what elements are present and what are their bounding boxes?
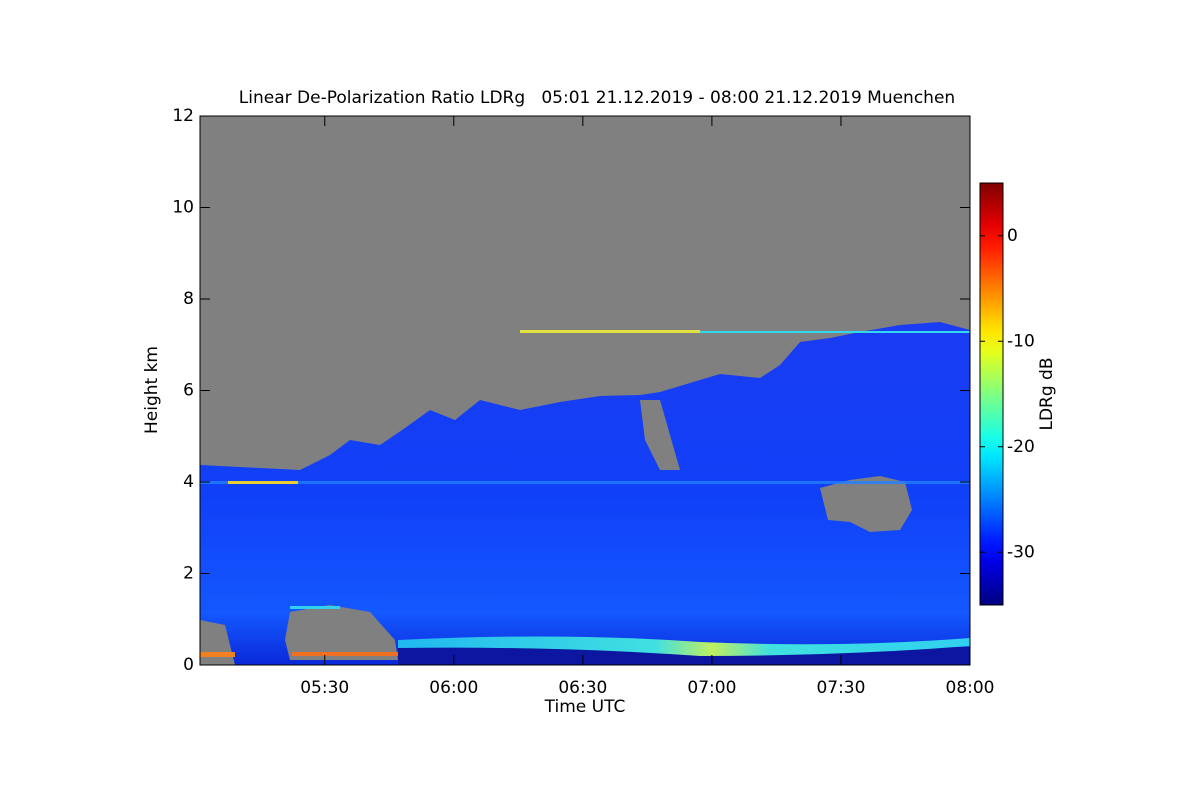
- colorbar-tick-label: -10: [1007, 331, 1035, 351]
- x-tick-label: 07:00: [687, 678, 736, 698]
- colorbar-tick-label: 0: [1007, 226, 1018, 246]
- chart-title: Linear De-Polarization Ratio LDRg 05:01 …: [239, 88, 955, 108]
- colorbar-tick-label: -30: [1007, 542, 1035, 562]
- colorbar-label: LDRg dB: [1037, 357, 1057, 430]
- thin-layer: [290, 606, 340, 609]
- x-tick-label: 05:30: [300, 678, 349, 698]
- y-tick-label: 6: [183, 381, 194, 401]
- gray-gap: [640, 400, 680, 470]
- thin-layer: [520, 330, 700, 333]
- y-tick-label: 4: [183, 472, 194, 492]
- y-tick-label: 8: [183, 289, 194, 309]
- x-axis-label: Time UTC: [544, 697, 626, 717]
- y-tick-label: 10: [172, 198, 194, 218]
- gray-gap: [820, 476, 912, 532]
- plot-field: [200, 116, 970, 665]
- gray-gap: [285, 605, 398, 660]
- thin-layer: [200, 481, 970, 484]
- x-tick-label: 06:00: [429, 678, 478, 698]
- surface-layer: [200, 652, 235, 657]
- y-axis-label: Height km: [142, 346, 162, 434]
- thin-layer: [228, 481, 298, 484]
- x-tick-label: 06:30: [558, 678, 607, 698]
- colorbar: [979, 182, 1004, 606]
- x-tick-label: 07:30: [816, 678, 865, 698]
- aerosol-band: [398, 636, 970, 656]
- y-tick-label: 2: [183, 564, 194, 584]
- y-tick-label: 12: [172, 106, 194, 126]
- cloud-region: [200, 322, 970, 665]
- x-tick-label: 08:00: [946, 678, 995, 698]
- y-tick-label: 0: [183, 655, 194, 675]
- colorbar-tick-label: -20: [1007, 437, 1035, 457]
- surface-layer: [292, 652, 398, 656]
- thin-layer: [700, 331, 970, 333]
